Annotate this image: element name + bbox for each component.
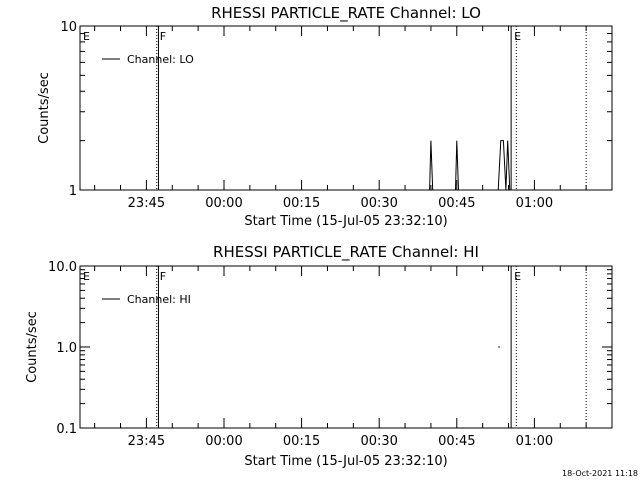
x-tick-label: 00:00 bbox=[205, 434, 242, 449]
x-tick-label: 00:15 bbox=[283, 196, 320, 211]
x-tick-label: 00:45 bbox=[438, 196, 475, 211]
legend-label: Channel: HI bbox=[127, 293, 191, 306]
flag-label: F bbox=[160, 270, 166, 283]
x-tick-label: 00:30 bbox=[360, 196, 397, 211]
x-tick-label: 23:45 bbox=[128, 196, 165, 211]
flag-label: F bbox=[160, 30, 166, 43]
legend-label: Channel: LO bbox=[127, 53, 194, 66]
flag-label: E bbox=[83, 270, 90, 283]
x-tick-label: 23:45 bbox=[128, 434, 165, 449]
plot-frame bbox=[79, 265, 613, 429]
x-tick-label: 00:30 bbox=[360, 434, 397, 449]
y-axis-label: Counts/sec bbox=[37, 72, 52, 144]
y-tick-label: 0.1 bbox=[56, 422, 77, 437]
flag-label: E bbox=[83, 30, 90, 43]
x-tick-label: 01:00 bbox=[516, 434, 553, 449]
y-tick-label: 10 bbox=[60, 20, 77, 35]
x-tick-label: 00:45 bbox=[438, 434, 475, 449]
flag-label: E bbox=[514, 30, 521, 43]
chart-panel-1: RHESSI PARTICLE_RATE Channel: LO 1 10 Count… bbox=[37, 4, 613, 229]
y-tick-label: 1.0 bbox=[56, 341, 77, 356]
series-line bbox=[497, 140, 511, 191]
chart-title: RHESSI PARTICLE_RATE Channel: HI bbox=[213, 243, 479, 262]
chart-title: RHESSI PARTICLE_RATE Channel: LO bbox=[211, 4, 481, 23]
y-axis-label: Counts/sec bbox=[25, 311, 40, 383]
plot-frame bbox=[79, 25, 613, 191]
timestamp: 18-Oct-2021 11:18 bbox=[562, 469, 638, 478]
x-tick-label: 00:00 bbox=[205, 196, 242, 211]
x-tick-label: 01:00 bbox=[516, 196, 553, 211]
x-axis-label: Start Time (15-Jul-05 23:32:10) bbox=[244, 454, 447, 469]
series-line bbox=[429, 140, 434, 191]
y-tick-label: 1 bbox=[69, 184, 77, 199]
flag-label: E bbox=[514, 270, 521, 283]
series-line bbox=[455, 140, 459, 191]
chart-panel-2: RHESSI PARTICLE_RATE Channel: HI 0.1 1.0 10… bbox=[25, 243, 613, 469]
x-axis-label: Start Time (15-Jul-05 23:32:10) bbox=[244, 214, 447, 229]
x-tick-label: 00:15 bbox=[283, 434, 320, 449]
y-tick-label: 10.0 bbox=[48, 260, 77, 275]
